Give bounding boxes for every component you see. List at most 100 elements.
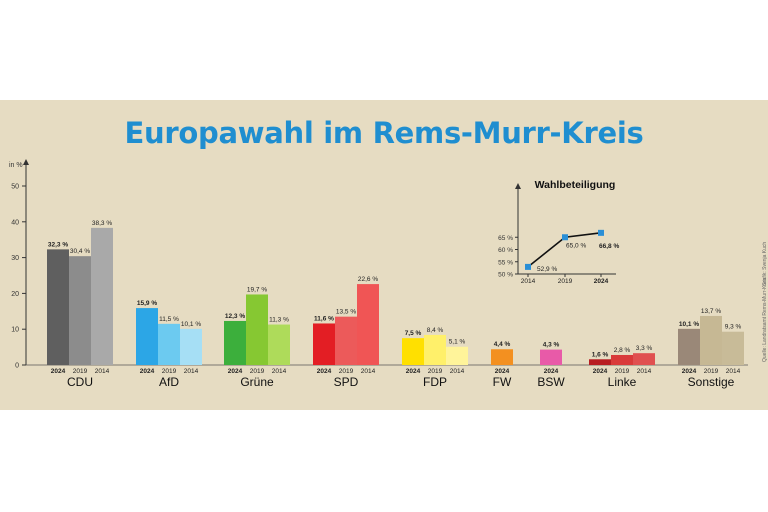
- bar-year-label: 2019: [73, 368, 88, 375]
- bar-year-label: 2014: [637, 368, 652, 375]
- y-tick-label: 20: [11, 291, 19, 298]
- bar-year-label: 2024: [682, 368, 697, 375]
- bar-fdp-2019: [424, 334, 446, 365]
- inset-y-tick-label: 50 %: [498, 272, 513, 279]
- bar-spd-2024: [313, 323, 335, 365]
- bar-sonstige-2014: [722, 331, 744, 365]
- inset-x-tick-label: 2014: [521, 278, 536, 285]
- turnout-value-label: 66,8 %: [599, 243, 619, 250]
- turnout-value-label: 65,0 %: [566, 242, 586, 249]
- bar-value-label: 8,4 %: [427, 327, 444, 334]
- inset-x-tick-label: 2019: [558, 278, 573, 285]
- party-label: Grüne: [240, 375, 274, 389]
- y-axis-arrow: [23, 159, 29, 165]
- bar-year-label: 2014: [272, 368, 287, 375]
- party-label: CDU: [67, 375, 93, 389]
- bar-value-label: 4,4 %: [494, 341, 511, 348]
- bar-year-label: 2019: [704, 368, 719, 375]
- party-label: Sonstige: [688, 375, 735, 389]
- bar-value-label: 4,3 %: [543, 342, 560, 349]
- bar-year-label: 2024: [317, 368, 332, 375]
- turnout-inset: Wahlbeteiligung 50 % 55 % 60 % 65 % 2014 2019 2…: [498, 179, 619, 285]
- bar-linke-2024: [589, 359, 611, 365]
- party-label: SPD: [334, 375, 359, 389]
- turnout-point-2019: [562, 234, 568, 241]
- bar-value-label: 9,3 %: [725, 324, 742, 331]
- bar-value-label: 7,5 %: [405, 330, 422, 337]
- turnout-point-2014: [525, 263, 531, 270]
- bar-year-label: 2024: [228, 368, 243, 375]
- bar-value-label: 1,6 %: [592, 351, 609, 358]
- bar-year-label: 2014: [361, 368, 376, 375]
- bar-cdu-2024: [47, 249, 69, 365]
- inset-y-axis-arrow: [515, 183, 521, 189]
- y-axis-unit: in %: [9, 162, 23, 169]
- bar-value-label: 30,4 %: [70, 248, 90, 255]
- bar-year-label: 2024: [51, 368, 66, 375]
- bar-sonstige-2019: [700, 315, 722, 365]
- bar-year-label: 2024: [406, 368, 421, 375]
- bar-year-label: 2014: [95, 368, 110, 375]
- bar-year-label: 2024: [544, 368, 559, 375]
- y-tick-label: 0: [15, 363, 19, 370]
- bar-value-label: 22,6 %: [358, 276, 378, 283]
- party-label: FDP: [423, 375, 447, 389]
- party-label: Linke: [608, 375, 637, 389]
- bar-afd-2014: [180, 328, 202, 365]
- bar-value-label: 38,3 %: [92, 220, 112, 227]
- bar-value-label: 2,8 %: [614, 347, 631, 354]
- bar-year-label: 2024: [593, 368, 608, 375]
- bar-grüne-2014: [268, 324, 290, 365]
- bar-value-label: 10,1 %: [679, 321, 699, 328]
- inset-title: Wahlbeteiligung: [535, 179, 616, 191]
- bar-spd-2014: [357, 284, 379, 365]
- bar-fdp-2014: [446, 346, 468, 365]
- bar-year-label: 2019: [339, 368, 354, 375]
- y-tick-label: 40: [11, 219, 19, 226]
- bar-value-label: 11,6 %: [314, 315, 334, 322]
- turnout-point-2024: [598, 229, 604, 236]
- bar-afd-2019: [158, 323, 180, 365]
- bar-value-label: 19,7 %: [247, 286, 267, 293]
- bar-value-label: 11,3 %: [269, 317, 289, 324]
- bar-cdu-2014: [91, 227, 113, 365]
- bar-sonstige-2024: [678, 328, 700, 365]
- bar-value-label: 3,3 %: [636, 345, 653, 352]
- party-label: BSW: [537, 375, 565, 389]
- bar-value-label: 5,1 %: [449, 339, 466, 346]
- bar-year-label: 2014: [184, 368, 199, 375]
- bar-grüne-2019: [246, 294, 268, 365]
- bar-year-label: 2019: [615, 368, 630, 375]
- bar-year-label: 2019: [428, 368, 443, 375]
- y-tick-label: 50: [11, 184, 19, 191]
- inset-x-tick-label: 2024: [594, 278, 609, 285]
- turnout-value-label: 52,9 %: [537, 266, 557, 273]
- party-label: FW: [493, 375, 512, 389]
- bar-afd-2024: [136, 308, 158, 365]
- bar-fw-2024: [491, 349, 513, 365]
- bar-grüne-2024: [224, 320, 246, 365]
- y-tick-label: 30: [11, 255, 19, 262]
- bar-value-label: 13,5 %: [336, 309, 356, 316]
- bar-fdp-2024: [402, 338, 424, 365]
- bar-bsw-2024: [540, 349, 562, 365]
- bar-year-label: 2014: [726, 368, 741, 375]
- bar-linke-2019: [611, 354, 633, 365]
- bar-value-label: 10,1 %: [181, 321, 201, 328]
- bar-year-label: 2024: [140, 368, 155, 375]
- chart-title: Europawahl im Rems-Murr-Kreis: [124, 116, 644, 150]
- bar-year-label: 2024: [495, 368, 510, 375]
- bar-year-label: 2019: [250, 368, 265, 375]
- bar-year-label: 2014: [450, 368, 465, 375]
- inset-y-tick-label: 60 %: [498, 247, 513, 254]
- inset-y-tick-label: 65 %: [498, 235, 513, 242]
- bar-linke-2014: [633, 353, 655, 365]
- party-label: AfD: [159, 375, 179, 389]
- y-tick-label: 10: [11, 327, 19, 334]
- bar-value-label: 15,9 %: [137, 300, 157, 307]
- bar-year-label: 2019: [162, 368, 177, 375]
- bar-value-label: 32,3 %: [48, 241, 68, 248]
- bar-value-label: 12,3 %: [225, 313, 245, 320]
